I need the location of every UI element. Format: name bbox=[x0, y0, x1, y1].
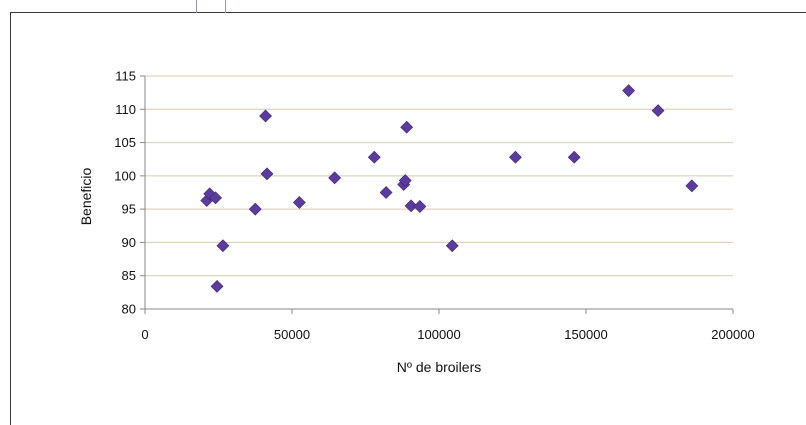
chart-frame bbox=[10, 12, 806, 425]
x-tick-label-3: 150000 bbox=[564, 327, 607, 342]
data-point-13 bbox=[398, 174, 412, 187]
y-tick-label-2: 90 bbox=[122, 235, 136, 250]
data-point-17 bbox=[445, 239, 459, 253]
axes bbox=[140, 75, 734, 314]
y-tick-label-3: 95 bbox=[122, 202, 136, 217]
x-tick-labels: 0 50000 100000 150000 200000 bbox=[141, 327, 754, 342]
top-tab-marker bbox=[196, 0, 226, 13]
y-tick-label-5: 105 bbox=[114, 135, 136, 150]
y-tick-label-0: 80 bbox=[122, 302, 136, 317]
x-tick-label-1: 50000 bbox=[274, 327, 310, 342]
data-point-2 bbox=[209, 191, 222, 205]
x-tick-label-4: 200000 bbox=[711, 327, 754, 342]
data-point-20 bbox=[622, 84, 636, 98]
y-tick-label-6: 110 bbox=[115, 102, 136, 117]
data-point-10 bbox=[367, 150, 381, 164]
data-point-5 bbox=[248, 202, 262, 216]
data-point-19 bbox=[567, 150, 581, 164]
data-point-22 bbox=[685, 179, 699, 193]
x-tick-label-2: 100000 bbox=[417, 327, 460, 342]
data-point-6 bbox=[259, 109, 272, 123]
data-point-21 bbox=[651, 104, 665, 118]
data-point-7 bbox=[260, 167, 274, 181]
data-point-14 bbox=[400, 120, 414, 134]
data-point-11 bbox=[379, 186, 393, 199]
y-tick-labels: 80 85 90 95 100 105 110 115 bbox=[114, 69, 136, 317]
x-tick-label-0: 0 bbox=[141, 327, 148, 342]
data-point-3 bbox=[210, 279, 224, 293]
data-point-4 bbox=[216, 239, 230, 253]
y-tick-label-4: 100 bbox=[114, 168, 136, 183]
data-points bbox=[200, 84, 699, 293]
y-tick-label-7: 115 bbox=[115, 69, 136, 84]
data-point-16 bbox=[413, 200, 427, 213]
data-point-8 bbox=[292, 196, 306, 209]
y-axis-title: Beneficio bbox=[78, 167, 94, 225]
data-point-18 bbox=[509, 150, 522, 164]
y-tick-label-1: 85 bbox=[122, 268, 136, 283]
data-point-9 bbox=[328, 171, 342, 185]
x-axis-title: Nº de broilers bbox=[397, 359, 481, 375]
gridlines bbox=[145, 75, 733, 277]
data-point-15 bbox=[404, 199, 418, 213]
